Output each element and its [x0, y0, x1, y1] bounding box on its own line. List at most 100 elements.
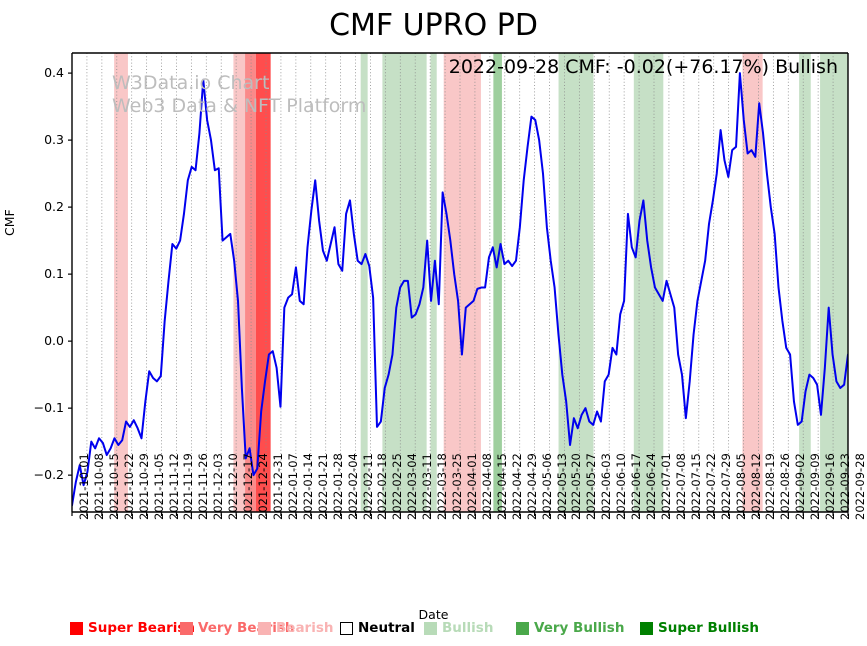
legend-item-bearish[interactable]: Bearish	[258, 618, 334, 638]
x-tick-label: 2022-08-26	[778, 453, 793, 520]
legend-item-super-bullish[interactable]: Super Bullish	[640, 618, 759, 638]
legend-swatch-icon	[258, 621, 271, 635]
legend-label: Bullish	[442, 620, 494, 636]
x-tick-label: 2022-07-01	[659, 453, 673, 520]
band-bearish	[114, 53, 128, 512]
x-tick-label: 2022-02-25	[390, 453, 405, 520]
legend-swatch-icon	[516, 621, 529, 635]
x-tick-label: 2022-02-18	[375, 453, 390, 520]
x-tick-label: 2022-08-12	[748, 453, 763, 520]
x-tick-label: 2022-08-19	[763, 453, 778, 520]
x-tick-label: 2022-07-15	[688, 453, 703, 520]
band-bearish	[742, 53, 763, 512]
band-bearish	[233, 53, 246, 512]
watermark: W3Data.io Chart Web3 Data & NFT Platform	[112, 72, 367, 117]
status-annotation: 2022-09-28 CMF: -0.02(+76.17%) Bullish	[448, 56, 838, 78]
x-tick-label: 2022-07-29	[718, 453, 733, 520]
x-tick-label: 2022-09-09	[808, 453, 823, 520]
legend-item-super-bearish[interactable]: Super Bearish	[70, 618, 195, 638]
y-tick-label: −0.2	[33, 467, 64, 483]
x-tick-label: 2022-05-27	[584, 453, 599, 520]
x-tick-label: 2022-06-24	[644, 453, 659, 520]
x-tick-label: 2022-09-02	[793, 453, 808, 520]
legend-swatch-icon	[180, 621, 193, 635]
x-tick-label: 2022-07-22	[703, 453, 718, 520]
legend-item-very-bullish[interactable]: Very Bullish	[516, 618, 624, 638]
y-tick-label: −0.1	[33, 400, 64, 416]
x-tick-label: 2022-04-22	[509, 453, 524, 520]
legend-label: Neutral	[358, 620, 415, 636]
band-bearish	[443, 53, 481, 512]
x-tick-label: 2022-02-11	[360, 453, 375, 520]
x-tick-label: 2022-01-14	[300, 453, 315, 520]
band-bullish	[633, 53, 664, 512]
band-bullish	[820, 53, 848, 512]
x-tick-label: 2021-12-24	[256, 453, 271, 520]
x-tick-label: 2021-11-05	[151, 453, 166, 520]
x-tick-label: 2022-01-28	[330, 453, 345, 520]
x-tick-label: 2022-03-18	[435, 453, 450, 520]
band-very-bullish	[493, 53, 502, 512]
legend-label: Very Bullish	[534, 620, 625, 636]
x-tick-label: 2022-07-08	[673, 453, 688, 520]
legend-item-bullish[interactable]: Bullish	[424, 618, 493, 638]
x-tick-label: 2022-06-17	[629, 453, 644, 520]
x-tick-label: 2021-12-03	[211, 453, 226, 520]
x-tick-label: 2022-09-28	[853, 453, 867, 520]
x-tick-label: 2022-01-07	[285, 453, 300, 520]
x-tick-label: 2022-04-29	[524, 453, 539, 520]
y-tick-label: 0.1	[44, 266, 64, 282]
x-tick-label: 2022-05-13	[554, 453, 569, 520]
legend-item-neutral[interactable]: Neutral	[340, 618, 415, 638]
x-tick-label: 2021-12-31	[271, 453, 285, 520]
x-tick-label: 2021-10-01	[77, 453, 91, 520]
legend-swatch-icon	[424, 621, 437, 635]
legend-swatch-icon	[640, 621, 653, 635]
x-tick-label: 2022-04-01	[465, 453, 479, 520]
x-tick-label: 2022-03-25	[450, 453, 465, 520]
band-bullish	[382, 53, 427, 512]
x-tick-label: 2022-05-06	[539, 453, 554, 520]
plot-svg	[72, 53, 848, 512]
x-tick-label: 2021-11-26	[196, 453, 211, 520]
legend-label: Super Bullish	[658, 620, 759, 636]
x-tick-label: 2022-03-11	[420, 453, 435, 520]
page-title: CMF UPRO PD	[329, 8, 538, 43]
x-tick-label: 2021-10-22	[121, 453, 136, 520]
x-tick-label: 2021-11-12	[166, 453, 181, 520]
legend-swatch-icon	[70, 621, 83, 635]
x-axis-label: Date	[418, 607, 449, 622]
x-tick-label: 2022-09-16	[823, 453, 838, 520]
x-tick-label: 2021-12-17	[241, 453, 256, 520]
band-very-bearish	[245, 53, 256, 512]
x-tick-label: 2022-06-10	[614, 453, 629, 520]
legend-label: Bearish	[276, 620, 334, 636]
x-tick-label: 2022-01-21	[315, 453, 330, 520]
x-tick-label: 2022-09-23	[838, 453, 853, 520]
x-tick-label: 2022-08-05	[733, 453, 748, 520]
x-tick-label: 2022-04-08	[479, 453, 494, 520]
band-super-bearish	[255, 53, 271, 512]
y-tick-label: 0.2	[44, 199, 64, 215]
band-bullish	[799, 53, 811, 512]
legend-swatch-icon	[340, 621, 353, 635]
x-tick-label: 2021-10-08	[91, 453, 106, 520]
x-tick-label: 2022-06-03	[599, 453, 614, 520]
y-tick-label: 0.3	[44, 132, 64, 148]
y-tick-label: 0.4	[44, 65, 64, 81]
plot-area	[72, 53, 848, 512]
x-tick-label: 2022-02-04	[345, 453, 360, 520]
y-tick-label: 0.0	[44, 333, 64, 349]
x-tick-label: 2022-05-20	[569, 453, 584, 520]
series-line-cmf	[72, 72, 848, 507]
x-tick-label: 2022-04-15	[494, 453, 509, 520]
legend: Super Bearish Very Bearish Bearish Neutral B…	[0, 618, 867, 642]
x-tick-label: 2021-11-19	[181, 453, 196, 520]
x-tick-label: 2022-03-04	[405, 453, 420, 520]
x-tick-label: 2021-12-10	[226, 453, 241, 520]
x-tick-label: 2021-10-15	[106, 453, 121, 520]
band-bullish	[360, 53, 368, 512]
x-tick-label: 2021-10-29	[136, 453, 151, 520]
legend-label: Super Bearish	[88, 620, 195, 636]
